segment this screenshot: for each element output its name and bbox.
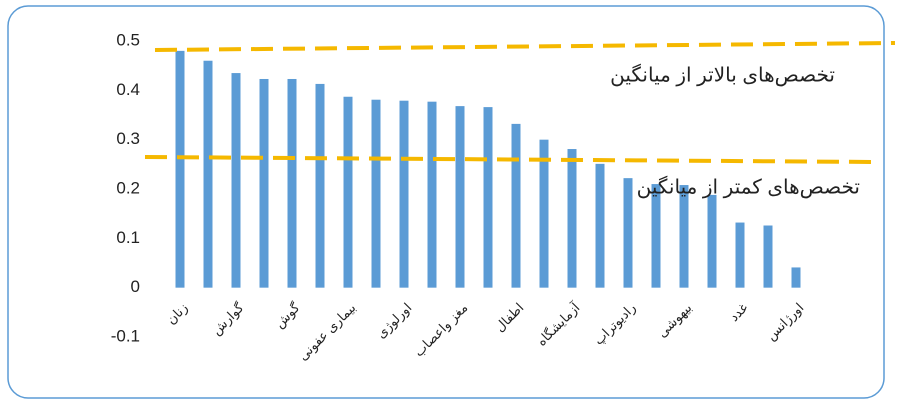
y-tick-label: 0.2 <box>116 178 140 197</box>
bar <box>763 225 773 288</box>
bar <box>651 184 661 288</box>
y-tick-label: 0.1 <box>116 228 140 247</box>
bar <box>483 107 493 288</box>
annotation: تخصص‌های بالاتر از میانگین <box>610 63 835 86</box>
bar <box>427 101 437 288</box>
bar <box>399 100 409 288</box>
bar <box>623 178 633 288</box>
bar <box>315 83 325 288</box>
y-tick-label: 0.5 <box>116 30 140 49</box>
bar <box>455 106 465 288</box>
bar <box>203 60 213 288</box>
bar <box>175 50 185 288</box>
bar <box>595 163 605 288</box>
bar <box>287 78 297 288</box>
lower-dashed-line <box>144 155 881 164</box>
chart-border <box>7 5 885 399</box>
bar <box>539 139 549 288</box>
y-tick-label: 0.4 <box>116 80 140 99</box>
annotation: تخصص‌های کمتر از میانگین <box>637 175 860 198</box>
y-tick-label: 0.3 <box>116 129 140 148</box>
y-tick-label: -0.1 <box>111 326 140 345</box>
bar <box>511 123 521 288</box>
bar <box>679 185 689 288</box>
bar <box>259 78 269 288</box>
bar <box>707 194 717 288</box>
y-tick-label: 0 <box>131 277 140 296</box>
bar <box>371 99 381 288</box>
bar <box>735 222 745 288</box>
bar <box>567 149 577 288</box>
bar <box>791 267 801 288</box>
bar <box>231 73 241 288</box>
upper-dashed-line <box>154 41 896 52</box>
bar <box>343 96 353 288</box>
